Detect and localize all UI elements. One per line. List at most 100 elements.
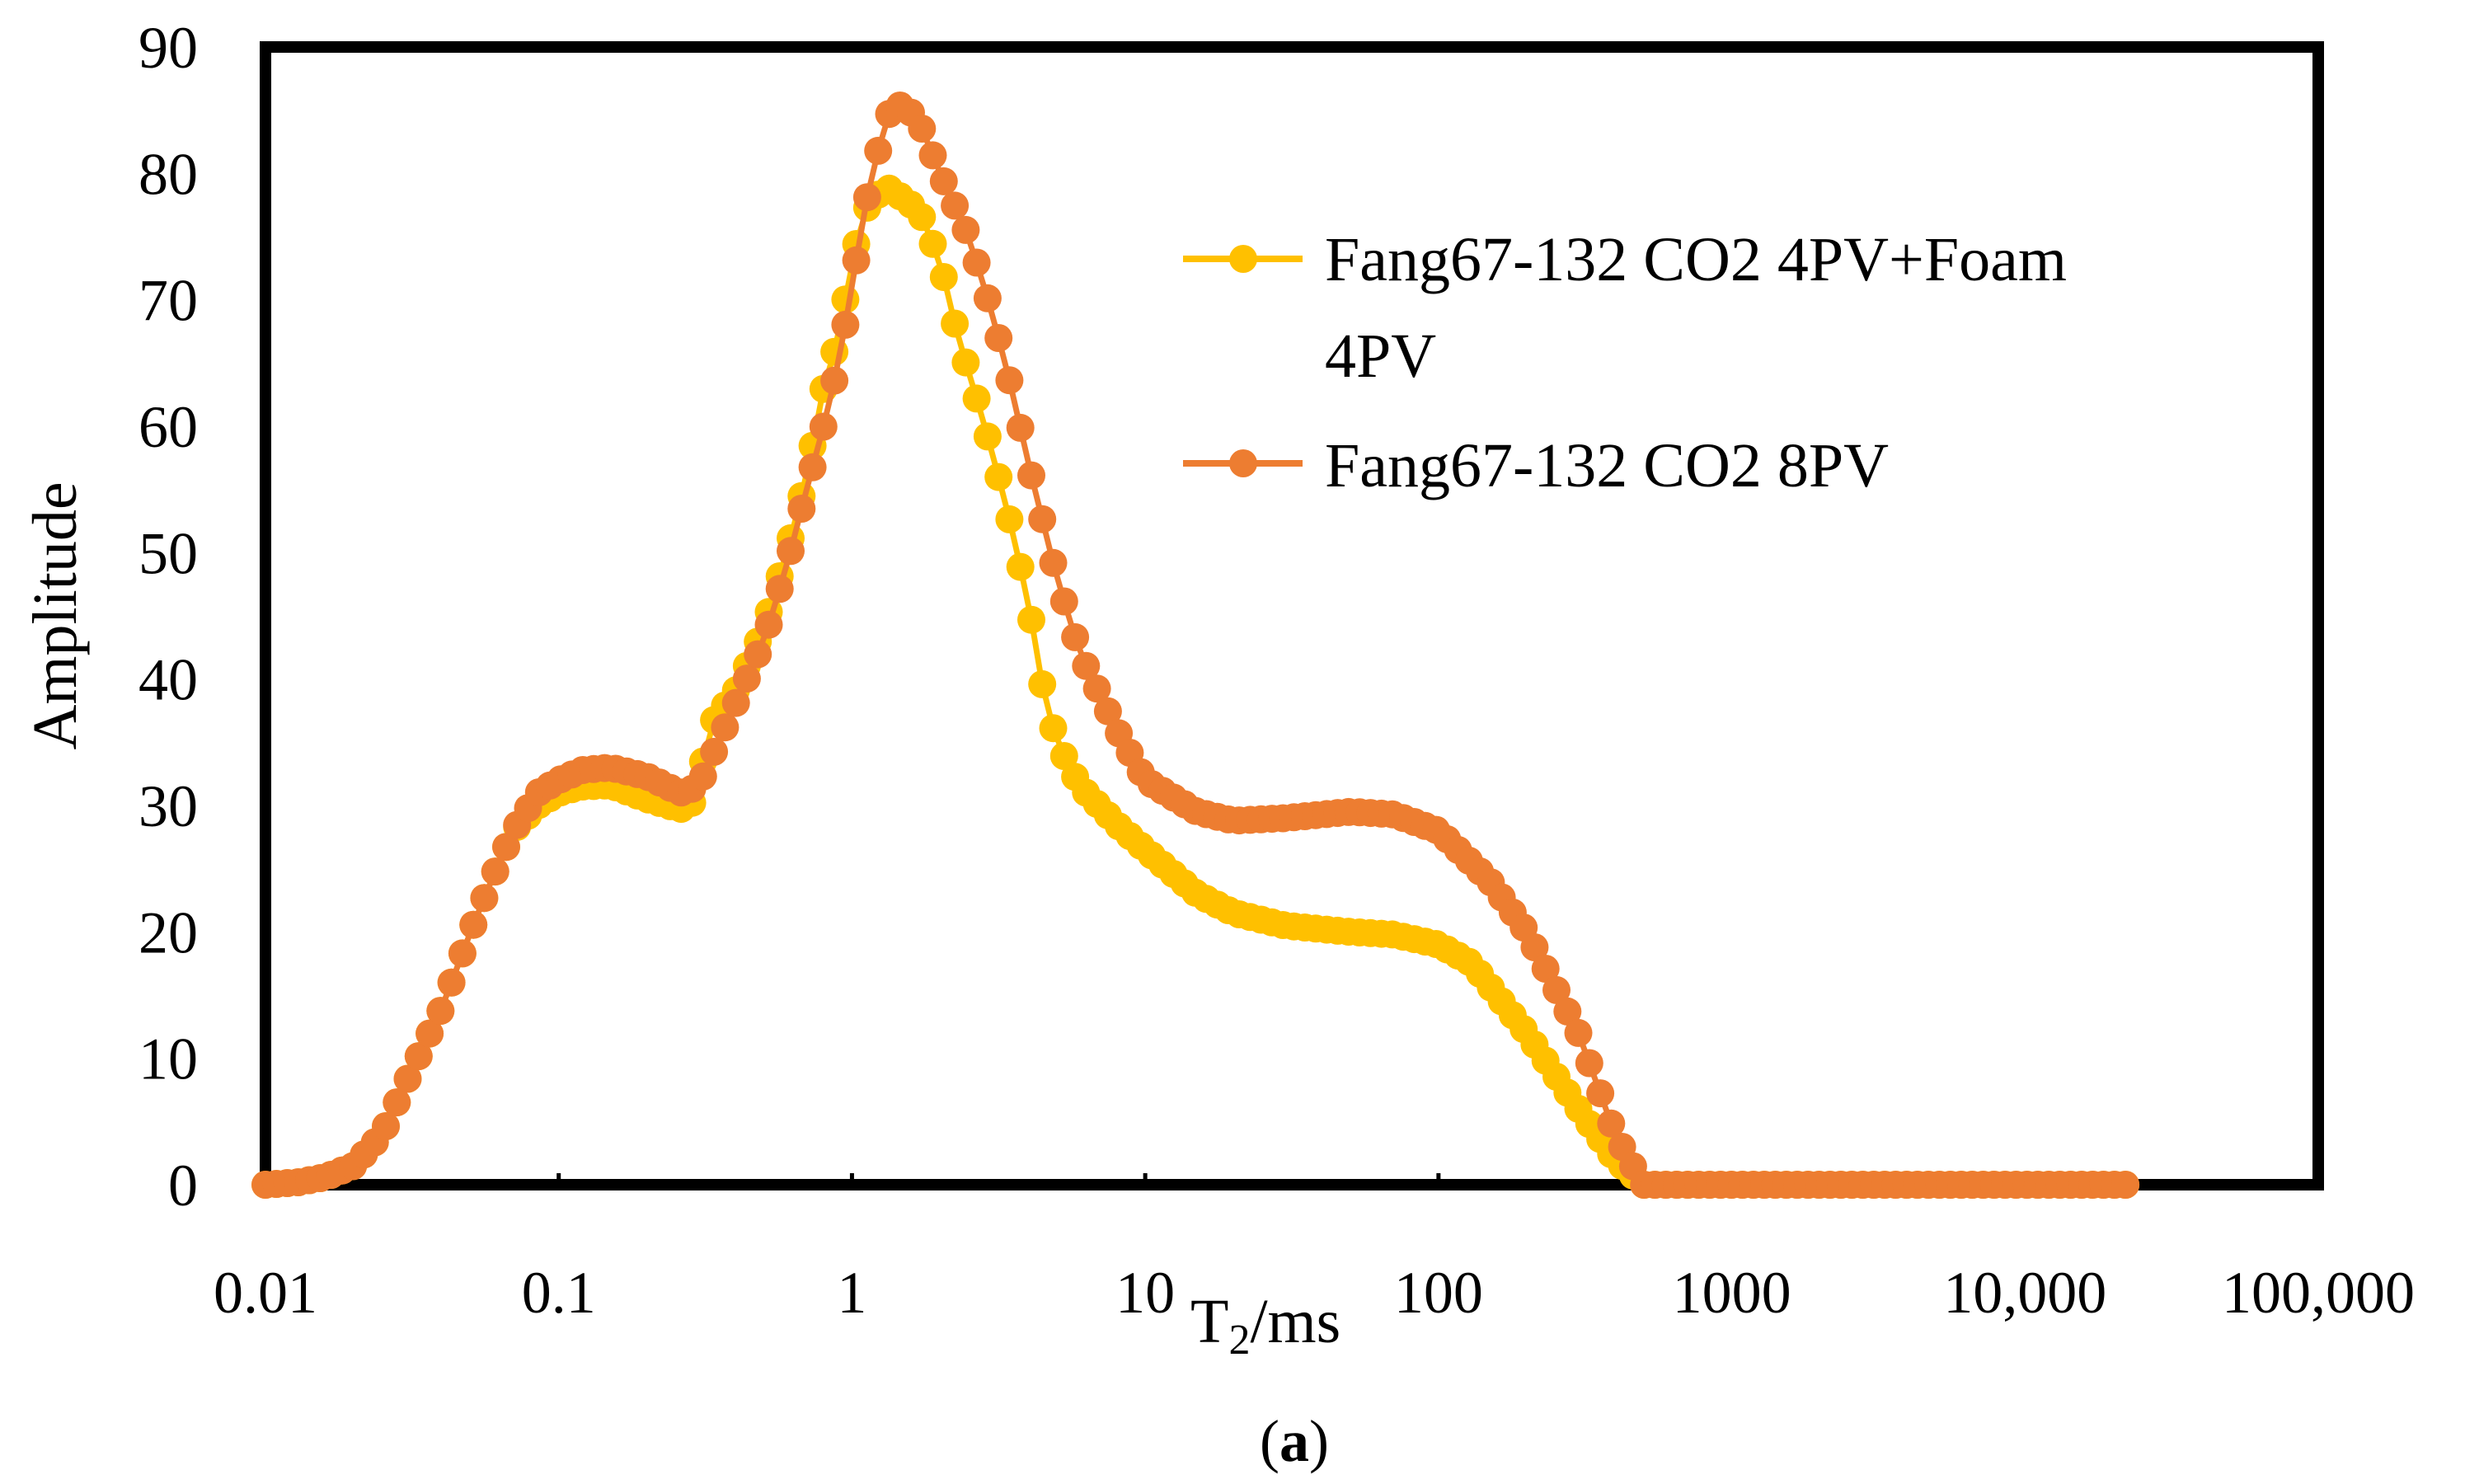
- legend-marker-series-1: [1229, 245, 1257, 273]
- legend-label-series-1-line-1: Fang67-132 CO2 4PV+Foam: [1325, 225, 2067, 294]
- data-point: [962, 384, 991, 413]
- y-axis-title: Amplitude: [21, 481, 90, 749]
- series-2: [251, 92, 2140, 1199]
- data-point: [918, 141, 947, 170]
- data-point: [929, 263, 958, 291]
- data-point: [962, 248, 991, 277]
- data-point: [995, 505, 1024, 533]
- data-point: [1049, 587, 1078, 616]
- data-point: [984, 463, 1013, 491]
- x-tick-label: 1: [837, 1260, 866, 1326]
- data-point: [492, 833, 520, 862]
- data-point: [404, 1042, 433, 1071]
- data-point: [973, 422, 1002, 451]
- data-point: [1028, 669, 1057, 698]
- y-tick-label: 60: [139, 394, 198, 460]
- y-tick-label: 40: [139, 647, 198, 713]
- data-point: [973, 284, 1002, 312]
- legend-entry-series-2: Fang67-132 CO2 8PV: [1183, 431, 1889, 500]
- x-tick-label: 100,000: [2222, 1260, 2415, 1326]
- x-tick-label: 0.01: [214, 1260, 317, 1326]
- legend-entry-series-1: Fang67-132 CO2 4PV+Foam 4PV: [1183, 225, 2067, 391]
- x-tick-label: 100: [1394, 1260, 1483, 1326]
- data-point: [908, 203, 937, 232]
- data-point: [1564, 1018, 1593, 1047]
- y-tick-label: 20: [139, 899, 198, 965]
- data-point: [2111, 1171, 2140, 1199]
- data-point: [941, 191, 970, 220]
- data-point: [459, 910, 488, 939]
- data-point: [470, 884, 499, 913]
- y-tick-label: 70: [139, 268, 198, 334]
- data-point: [820, 366, 849, 395]
- data-point: [744, 640, 772, 669]
- y-tick-labels: 0 10 20 30 40 50 60 70 80 90: [139, 15, 198, 1219]
- data-point: [1575, 1049, 1603, 1078]
- data-point: [1072, 651, 1101, 680]
- data-point: [995, 366, 1024, 395]
- data-point: [918, 229, 947, 258]
- data-point: [908, 115, 937, 143]
- data-point: [1061, 622, 1090, 651]
- data-point: [1028, 505, 1057, 533]
- data-point: [777, 537, 805, 566]
- data-point: [929, 167, 958, 195]
- data-point: [1531, 955, 1560, 983]
- x-axis-title-rest: /ms: [1250, 1287, 1340, 1356]
- data-point: [393, 1064, 422, 1093]
- data-point: [864, 136, 893, 165]
- data-point: [1039, 548, 1068, 577]
- y-tick-label: 80: [139, 141, 198, 207]
- data-point: [448, 939, 477, 968]
- caption-close-paren: ): [1309, 1408, 1329, 1474]
- data-point: [787, 495, 816, 523]
- legend-marker-series-2: [1229, 449, 1257, 477]
- data-point: [732, 665, 761, 693]
- data-point: [416, 1019, 444, 1048]
- legend-label-series-2: Fang67-132 CO2 8PV: [1325, 431, 1889, 500]
- x-tick-label: 10: [1115, 1260, 1175, 1326]
- x-tick-labels: 0.01 0.1 1 10 100 1000 10,000 100,000: [214, 1260, 2415, 1326]
- data-point: [798, 453, 827, 481]
- x-tick-label: 0.1: [522, 1260, 596, 1326]
- data-point: [383, 1088, 411, 1117]
- y-tick-label: 10: [139, 1026, 198, 1092]
- data-point: [372, 1112, 400, 1140]
- data-point: [754, 610, 783, 639]
- data-point: [700, 737, 729, 766]
- x-axis-title-subscript: 2: [1228, 1317, 1250, 1364]
- data-point: [1017, 605, 1045, 634]
- data-point: [831, 310, 860, 339]
- caption-letter: a: [1279, 1408, 1309, 1474]
- data-point: [426, 997, 455, 1026]
- data-point: [951, 348, 980, 377]
- x-axis-title: T2/ms: [1190, 1287, 1340, 1364]
- y-tick-label: 90: [139, 15, 198, 81]
- data-point: [1542, 975, 1571, 1004]
- y-tick-label: 30: [139, 773, 198, 839]
- data-point: [852, 183, 881, 212]
- data-point: [984, 324, 1013, 352]
- x-tick-label: 1000: [1673, 1260, 1791, 1326]
- data-point: [765, 575, 794, 603]
- data-point: [809, 412, 838, 441]
- data-point: [481, 857, 509, 886]
- legend-label-series-1-line-2: 4PV: [1325, 322, 1436, 391]
- data-point: [842, 246, 871, 275]
- data-point: [1093, 697, 1122, 726]
- data-point: [1049, 742, 1078, 770]
- data-point: [941, 309, 970, 338]
- data-point: [1597, 1109, 1626, 1138]
- data-point: [711, 713, 740, 742]
- data-point: [1006, 413, 1035, 442]
- data-point: [721, 688, 750, 717]
- data-point: [951, 215, 980, 244]
- y-tick-label: 0: [168, 1153, 198, 1219]
- x-axis-title-main: T: [1190, 1287, 1228, 1356]
- data-point: [1586, 1079, 1615, 1108]
- data-point: [437, 968, 466, 997]
- caption-open-paren: (: [1260, 1408, 1279, 1474]
- x-tick-label: 10,000: [1943, 1260, 2106, 1326]
